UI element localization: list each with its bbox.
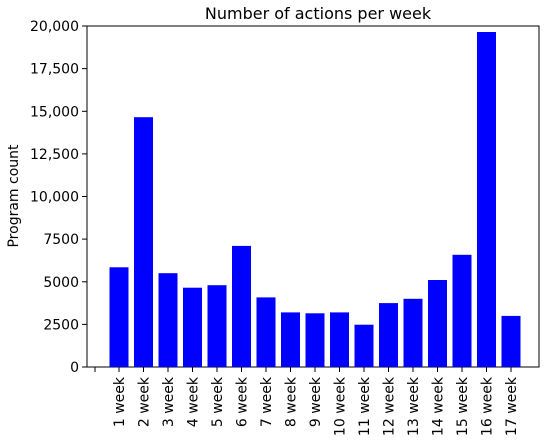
x-tick-label: 15 week: [455, 376, 471, 436]
chart-title: Number of actions per week: [205, 4, 432, 23]
bar-16-week: [477, 32, 496, 367]
x-tick-label: 13 week: [406, 376, 422, 436]
x-tick-label: 17 week: [504, 376, 520, 436]
x-tick-label: 12 week: [382, 376, 398, 436]
bar-9-week: [305, 313, 325, 367]
y-tick-label: 0: [70, 360, 79, 376]
bar-10-week: [330, 312, 349, 367]
bar-4-week: [183, 287, 202, 367]
y-tick-label: 7500: [43, 232, 79, 248]
y-axis-label: Program count: [6, 144, 22, 248]
x-tick-label: 11 week: [357, 376, 373, 436]
y-tick-label: 12,500: [30, 147, 79, 163]
bar-14-week: [428, 280, 447, 367]
bar-8-week: [281, 312, 300, 367]
x-tick-label: 8 week: [284, 376, 300, 427]
bar-1-week: [109, 267, 129, 367]
x-tick-label: 14 week: [431, 376, 447, 436]
bar-13-week: [403, 298, 423, 367]
y-tick-label: 2500: [43, 317, 79, 333]
bar-15-week: [452, 254, 472, 367]
bar-17-week: [501, 315, 521, 367]
x-tick-label: 10 week: [333, 376, 349, 436]
y-tick-label: 20,000: [30, 19, 79, 35]
bar-2-week: [134, 117, 153, 367]
y-tick-label: 10,000: [30, 190, 79, 206]
bar-7-week: [256, 297, 276, 367]
x-tick-label: 9 week: [308, 376, 324, 427]
x-tick-label: 5 week: [210, 376, 226, 427]
y-tick-label: 15,000: [30, 104, 79, 120]
x-tick-label: 6 week: [235, 376, 251, 427]
x-tick-label: 1 week: [112, 376, 128, 427]
bar-11-week: [354, 324, 374, 367]
bar-6-week: [232, 245, 251, 367]
x-tick-label: 7 week: [259, 376, 275, 427]
y-tick-label: 5000: [43, 275, 79, 291]
x-tick-label: 2 week: [137, 376, 153, 427]
bar-12-week: [379, 303, 398, 367]
x-tick-label: 4 week: [186, 376, 202, 427]
y-tick-label: 17,500: [30, 62, 79, 78]
x-tick-label: 3 week: [161, 376, 177, 427]
bar-5-week: [207, 285, 227, 367]
bars-group: [109, 32, 521, 367]
x-tick-label: 16 week: [480, 376, 496, 436]
x-axis-ticks: 1 week 2 week 3 week 4 week 5 week 6 week 7 we…: [94, 367, 520, 436]
bar-3-week: [158, 273, 178, 367]
y-axis-ticks: 0 2500 5000 7500 10,000 12,500 15,000 17,500 20,…: [30, 19, 87, 376]
